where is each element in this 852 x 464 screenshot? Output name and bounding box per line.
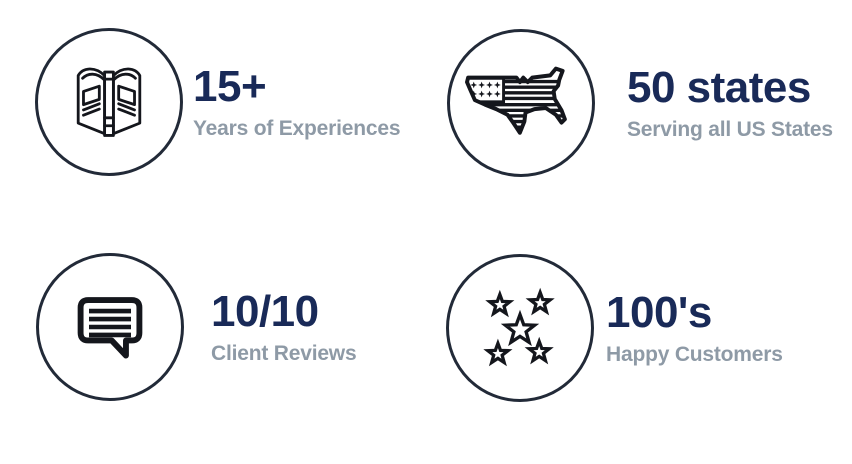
- reviews-label: Client Reviews: [211, 342, 357, 366]
- customers-value: 100's: [606, 287, 712, 337]
- states-label: Serving all US States: [627, 118, 833, 142]
- customers-text: 100's Happy Customers: [606, 289, 783, 368]
- reviews-value: 10/10: [211, 286, 319, 336]
- states-text: 50 states Serving all US States: [627, 64, 833, 143]
- reviews-icon-circle: [36, 253, 184, 401]
- customers-label: Happy Customers: [606, 343, 783, 367]
- experience-icon-circle: [35, 28, 183, 176]
- states-icon-circle: [447, 29, 595, 177]
- experience-text: 15+ Years of Experiences: [193, 63, 400, 142]
- usa-map-flag-icon: [465, 66, 567, 135]
- experience-label: Years of Experiences: [193, 117, 401, 141]
- stat-item-experience: 15+ Years of Experiences: [35, 28, 400, 176]
- five-stars-icon: [486, 290, 552, 365]
- stat-item-states: 50 states Serving all US States: [447, 29, 833, 177]
- reviews-text: 10/10 Client Reviews: [211, 286, 357, 367]
- chat-bubble-icon: [77, 297, 143, 359]
- open-book-icon: [76, 67, 142, 137]
- customers-icon-circle: [446, 254, 594, 402]
- states-value: 50 states: [627, 62, 811, 112]
- experience-value: 15+: [193, 61, 267, 111]
- stat-item-customers: 100's Happy Customers: [446, 254, 783, 402]
- stat-item-reviews: 10/10 Client Reviews: [36, 253, 357, 401]
